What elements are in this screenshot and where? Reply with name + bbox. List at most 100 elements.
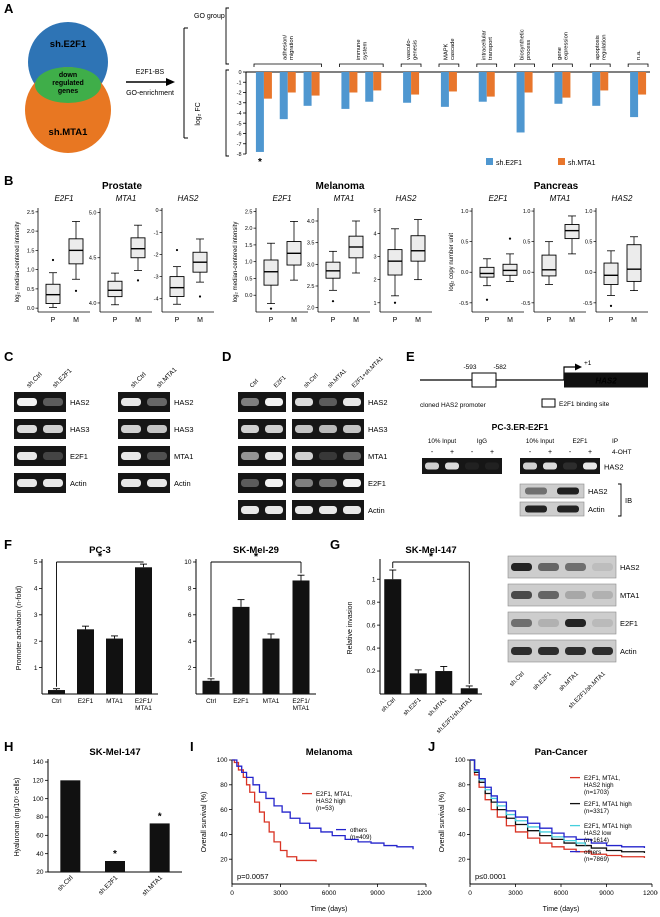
svg-text:0.0: 0.0 <box>27 306 35 312</box>
svg-text:3.0: 3.0 <box>307 262 315 268</box>
svg-text:P: P <box>175 317 180 324</box>
svg-text:-2: -2 <box>237 91 242 97</box>
svg-text:MTA1: MTA1 <box>174 452 193 461</box>
svg-text:Actin: Actin <box>368 506 385 515</box>
svg-text:4-OHT: 4-OHT <box>612 449 632 456</box>
svg-text:HAS2: HAS2 <box>178 194 199 203</box>
svg-text:HAS2: HAS2 <box>396 194 417 203</box>
svg-text:M: M <box>197 317 203 324</box>
svg-text:2.0: 2.0 <box>245 226 253 232</box>
svg-text:-8: -8 <box>237 152 242 158</box>
svg-text:1.0: 1.0 <box>27 268 35 274</box>
svg-text:5: 5 <box>373 208 376 214</box>
svg-text:1.0: 1.0 <box>461 209 469 215</box>
svg-text:1.0: 1.0 <box>585 209 593 215</box>
svg-text:*: * <box>258 157 262 168</box>
connector-svg: E2F1-BS GO-enrichment <box>126 27 188 139</box>
svg-text:2.5: 2.5 <box>27 210 35 216</box>
svg-text:SK-Mel-29: SK-Mel-29 <box>233 545 279 556</box>
svg-text:M: M <box>415 317 421 324</box>
bar-chart-svg: PC-3 Promoter activation (n-fold) 1 2 3 4 5 Ctr… <box>16 545 158 712</box>
svg-text:3000: 3000 <box>508 890 523 897</box>
svg-text:100: 100 <box>217 757 228 764</box>
svg-text:60: 60 <box>458 807 466 814</box>
svg-text:Ctrl: Ctrl <box>206 698 217 705</box>
svg-text:Overall survival (%): Overall survival (%) <box>439 792 446 853</box>
svg-text:-3: -3 <box>154 275 159 281</box>
has2-promoter-diagram: -593 -582 +1 HAS2 cloned HAS2 promoter E2F1 b… <box>412 354 660 421</box>
gel-rescue: sh.Ctrl sh.MTA1 E2F1+sh.MTA1 HAS2 HAS3 MTA1 E2… <box>292 354 398 531</box>
svg-text:sh.Ctrl: sh.Ctrl <box>129 371 148 390</box>
svg-text:GO group: GO group <box>194 13 225 20</box>
svg-text:2.5: 2.5 <box>245 209 253 215</box>
svg-text:IgG: IgG <box>477 438 487 445</box>
svg-text:4.5: 4.5 <box>89 256 97 262</box>
svg-text:Pan-Cancer: Pan-Cancer <box>535 747 588 758</box>
svg-text:100: 100 <box>33 796 44 803</box>
svg-text:SK-Mel-147: SK-Mel-147 <box>89 747 140 758</box>
svg-text:10% Input: 10% Input <box>526 438 555 445</box>
svg-text:0.8: 0.8 <box>366 599 375 606</box>
svg-text:log₂ FC: log₂ FC <box>195 102 202 125</box>
svg-text:2.0: 2.0 <box>307 306 315 312</box>
svg-text:-1: -1 <box>237 80 242 86</box>
svg-text:*: * <box>158 811 162 822</box>
go-enrichment-bar-chart: GO group log₂ FC 0 -1 -2 -3 -4 -5 -6 -7 -8 adhesion… <box>188 2 658 173</box>
svg-text:20: 20 <box>458 856 466 863</box>
venn-diagram: sh.E2F1 sh.MTA1 down regulated genes <box>6 18 130 163</box>
svg-text:sh.E2F1: sh.E2F1 <box>50 39 87 50</box>
panel-i-label: I <box>190 739 194 754</box>
boxplot-svg: Melanoma log₂ median-centered intensity E2… <box>233 181 432 324</box>
svg-text:sh.MTA1: sh.MTA1 <box>427 697 448 718</box>
svg-text:-5: -5 <box>237 121 242 127</box>
svg-text:Melanoma: Melanoma <box>306 747 353 758</box>
svg-text:biosyntheticprocess: biosyntheticprocess <box>519 29 532 60</box>
svg-text:E2F1, MTA1,: E2F1, MTA1, <box>316 791 352 798</box>
svg-text:+: + <box>588 449 592 456</box>
bar-chart-svg: SK-Mel-147 Relative invasion 0.2 0.4 0.6 0.8 1… <box>347 545 482 735</box>
svg-text:E2F1, MTA1 high: E2F1, MTA1 high <box>584 823 632 830</box>
svg-text:140: 140 <box>33 759 44 766</box>
km-svg: Melanoma Overall survival (%) Time (days) 2… <box>201 747 435 913</box>
svg-text:1: 1 <box>373 301 376 307</box>
svg-text:Actin: Actin <box>620 647 637 656</box>
svg-text:intracellulartransport: intracellulartransport <box>482 30 495 60</box>
gel-svg: sh.Ctrl sh.E2F1 HAS2 HAS3 E2F1 Actin <box>14 367 90 493</box>
svg-text:sh.E2F1: sh.E2F1 <box>51 367 73 389</box>
svg-text:sh.Ctrl: sh.Ctrl <box>381 697 398 714</box>
svg-text:P: P <box>485 317 490 324</box>
svg-text:sh.MTA1: sh.MTA1 <box>568 160 596 167</box>
svg-text:others: others <box>584 849 601 856</box>
svg-text:-0.5: -0.5 <box>459 301 468 307</box>
svg-text:sh.MTA1: sh.MTA1 <box>141 874 164 897</box>
boxplot-svg: Prostate log₂ median-centered intensity E2… <box>15 181 214 324</box>
svg-text:+: + <box>548 449 552 456</box>
svg-text:-4: -4 <box>154 297 159 303</box>
svg-text:3: 3 <box>373 255 376 261</box>
svg-text:-4: -4 <box>237 111 242 117</box>
svg-text:4: 4 <box>34 586 38 593</box>
svg-text:60: 60 <box>36 833 44 840</box>
svg-text:HAS2: HAS2 <box>604 463 624 472</box>
boxplot-svg: Pancreas log₂ copy number unit E2F1 -0.5 0.0… <box>449 181 648 324</box>
svg-text:2.0: 2.0 <box>27 229 35 235</box>
svg-text:Time (days): Time (days) <box>311 906 348 913</box>
svg-text:0.6: 0.6 <box>366 622 375 629</box>
svg-text:0.5: 0.5 <box>523 240 531 246</box>
svg-text:P: P <box>113 317 118 324</box>
svg-text:-0.5: -0.5 <box>583 301 592 307</box>
panel-e-label: E <box>406 349 415 364</box>
boxplot-pancreas: Pancreas log₂ copy number unit E2F1 -0.5 0.0… <box>446 178 650 349</box>
svg-text:-6: -6 <box>237 132 242 138</box>
svg-text:HAS2: HAS2 <box>174 398 194 407</box>
svg-text:M: M <box>569 317 575 324</box>
svg-text:sh.E2F1: sh.E2F1 <box>496 160 522 167</box>
svg-text:E2F1, MTA1,: E2F1, MTA1, <box>584 775 620 782</box>
bar-chart-invasion: SK-Mel-147 Relative invasion 0.2 0.4 0.6 0.8 1… <box>342 544 488 739</box>
svg-text:0.5: 0.5 <box>245 276 253 282</box>
svg-text:sh.Ctrl: sh.Ctrl <box>25 371 44 390</box>
gel-e2f1-overexpression: Ctrl E2F1 <box>238 354 290 531</box>
svg-text:Relative invasion: Relative invasion <box>347 601 354 654</box>
